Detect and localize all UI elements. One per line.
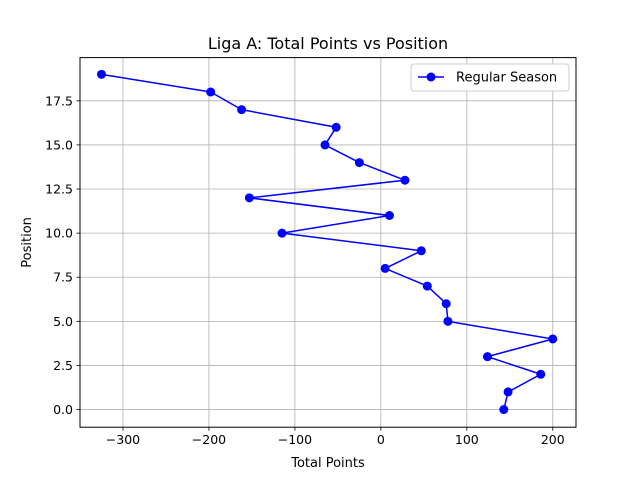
data-point — [503, 387, 513, 397]
legend-marker-swatch — [426, 72, 436, 82]
chart-title: Liga A: Total Points vs Position — [208, 34, 448, 53]
plot-frame — [79, 57, 577, 428]
data-point — [400, 175, 410, 185]
y-tick-label: 12.5 — [45, 182, 73, 197]
x-tick-label: −100 — [278, 432, 312, 447]
y-tick-label: 10.0 — [45, 226, 73, 241]
y-axis-label: Position — [20, 217, 35, 268]
legend-box — [410, 63, 570, 92]
series-layer — [96, 69, 558, 415]
data-point — [422, 281, 432, 291]
data-point — [244, 193, 254, 203]
data-point — [548, 334, 558, 344]
data-point — [416, 246, 426, 256]
legend-entry-label: Regular Season — [456, 71, 557, 86]
x-axis-label: Total Points — [290, 456, 365, 471]
data-point — [237, 105, 247, 115]
data-point — [277, 228, 287, 238]
x-tick-label: 0 — [377, 432, 385, 447]
x-tick-label: 200 — [541, 432, 565, 447]
ticks: −300 −200 −100 0 100 200 0.0 2.5 5.0 7.5 10.0 12.5 1… — [45, 93, 565, 447]
data-point — [206, 87, 216, 97]
data-point — [443, 316, 453, 326]
y-tick-label: 0.0 — [53, 402, 73, 417]
x-tick-label: 100 — [455, 432, 479, 447]
data-point — [499, 405, 509, 415]
y-tick-label: 2.5 — [53, 358, 73, 373]
x-tick-label: −200 — [192, 432, 226, 447]
data-point — [96, 69, 106, 79]
data-point — [441, 299, 451, 309]
data-point — [380, 263, 390, 273]
legend: Regular Season — [410, 63, 570, 92]
data-point — [331, 122, 341, 132]
data-point — [482, 352, 492, 362]
data-point — [320, 140, 330, 150]
y-tick-label: 15.0 — [45, 137, 73, 152]
y-tick-label: 17.5 — [45, 93, 73, 108]
data-point — [536, 369, 546, 379]
y-tick-label: 7.5 — [53, 270, 73, 285]
y-tick-label: 5.0 — [53, 314, 73, 329]
data-point — [354, 158, 364, 168]
data-point — [384, 210, 394, 220]
x-tick-label: −300 — [106, 432, 140, 447]
